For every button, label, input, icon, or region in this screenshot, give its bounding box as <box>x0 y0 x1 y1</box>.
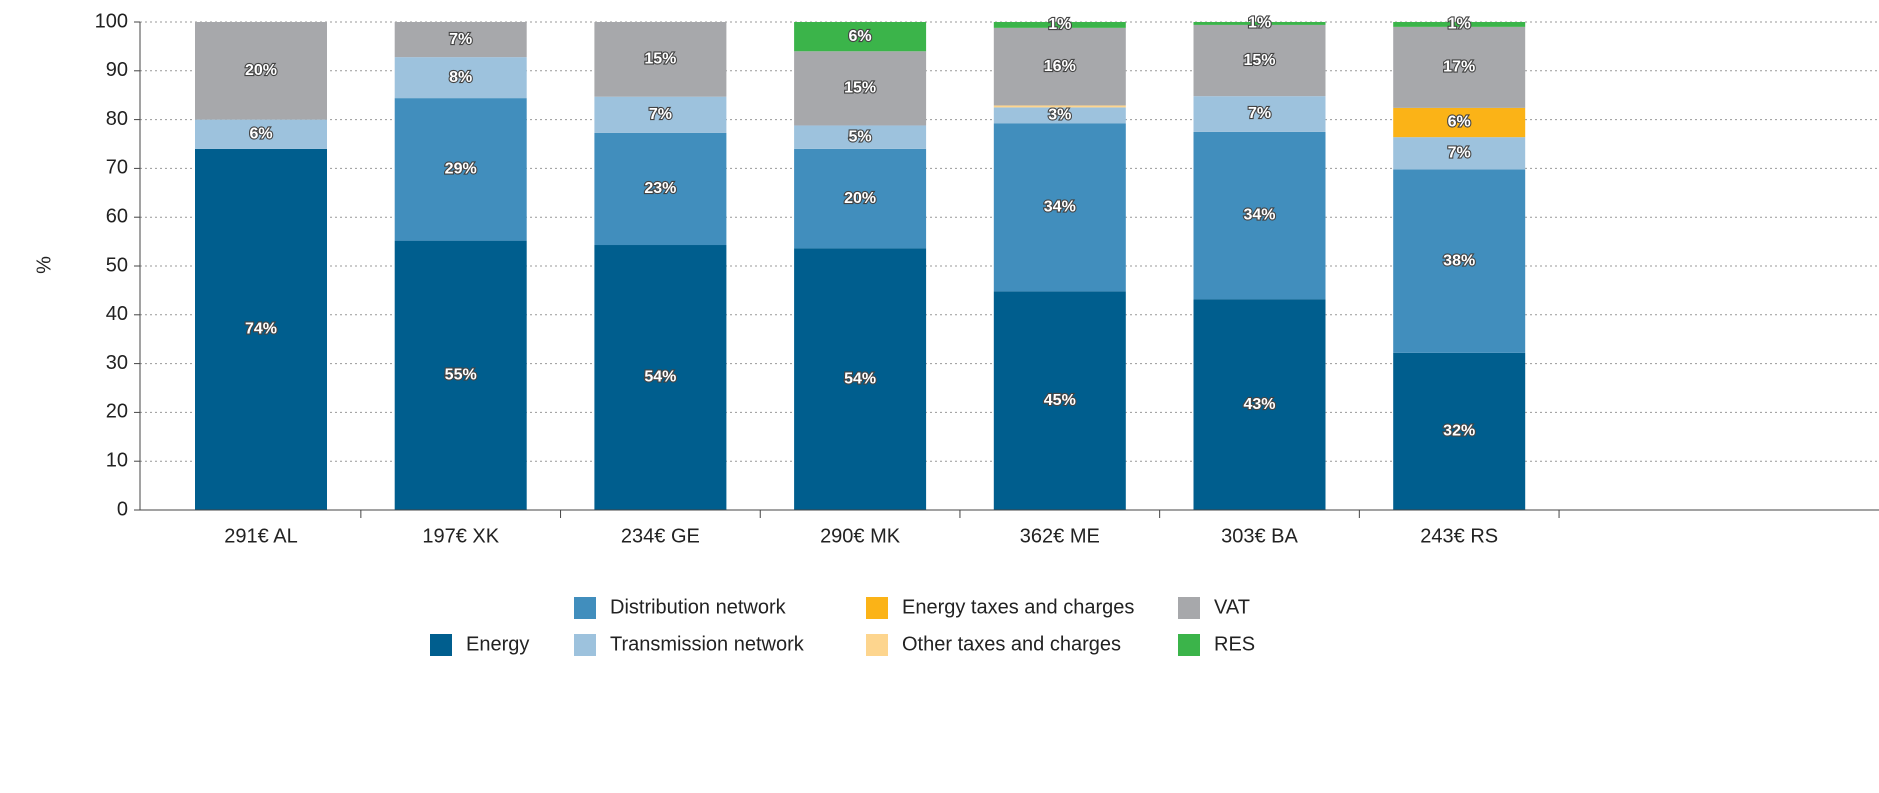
data-label: 43% <box>1243 396 1275 413</box>
bar-segment <box>394 240 527 510</box>
x-tick-label: 290€ MK <box>820 525 901 547</box>
legend-swatch <box>866 597 888 619</box>
bar-segment <box>1393 26 1526 108</box>
legend-swatch <box>430 634 452 656</box>
x-tick-label: 243€ RS <box>1420 525 1498 547</box>
bar-segment <box>1393 169 1526 353</box>
bar-segment <box>794 51 927 126</box>
legend-label: VAT <box>1214 596 1250 618</box>
bar-segment <box>195 148 327 510</box>
bar-segment <box>594 96 727 133</box>
data-label: 34% <box>1044 199 1076 216</box>
y-tick-label: 10 <box>106 449 128 471</box>
bar-segment <box>993 22 1126 28</box>
legend-swatch <box>1178 634 1200 656</box>
legend-swatch <box>1178 597 1200 619</box>
bar-segment <box>394 98 527 241</box>
bar-segment <box>1193 131 1326 300</box>
legend-swatch <box>574 597 596 619</box>
data-label: 7% <box>649 106 672 123</box>
data-label: 7% <box>449 31 472 48</box>
data-label: 23% <box>644 180 676 197</box>
data-label: 8% <box>449 69 472 86</box>
legend-label: Energy taxes and charges <box>902 596 1134 618</box>
bar-segment <box>1193 299 1326 510</box>
legend-label: Other taxes and charges <box>902 633 1121 655</box>
bar-segment <box>993 123 1126 292</box>
y-tick-label: 50 <box>106 254 128 276</box>
data-label: 7% <box>1448 144 1471 161</box>
bar-segment <box>195 119 327 149</box>
data-label: 34% <box>1243 207 1275 224</box>
data-label: 38% <box>1443 252 1475 269</box>
bar-segment <box>794 22 927 52</box>
data-label: 16% <box>1044 58 1076 75</box>
bar-segment <box>993 27 1126 106</box>
data-label: 15% <box>1243 52 1275 69</box>
bar-segment <box>594 132 727 246</box>
data-label: 54% <box>644 369 676 386</box>
x-tick-label: 234€ GE <box>621 525 700 547</box>
bar-segment <box>594 245 727 511</box>
bar-segment <box>794 148 927 249</box>
bar-segment <box>1393 352 1526 510</box>
y-tick-label: 70 <box>106 157 128 179</box>
data-label: 20% <box>245 62 277 79</box>
data-label: 17% <box>1443 59 1475 76</box>
x-tick-label: 197€ XK <box>422 525 499 547</box>
bar-segment <box>1193 96 1326 132</box>
bar-segment <box>394 22 527 58</box>
data-label: 74% <box>245 321 277 338</box>
x-tick-label: 291€ AL <box>224 525 297 547</box>
bar-segment <box>1393 107 1526 138</box>
legend-label: Distribution network <box>610 596 787 618</box>
bar-segment <box>794 248 927 510</box>
legend-label: RES <box>1214 633 1255 655</box>
y-tick-label: 0 <box>117 498 128 520</box>
bar-segment <box>394 57 527 99</box>
x-tick-label: 303€ BA <box>1221 525 1298 547</box>
bar-segment <box>993 105 1126 108</box>
data-label: 45% <box>1044 392 1076 409</box>
data-label: 32% <box>1443 423 1475 440</box>
y-tick-label: 30 <box>106 352 128 374</box>
data-label: 5% <box>849 128 872 145</box>
y-tick-label: 100 <box>95 10 128 32</box>
bar-segment <box>794 125 927 149</box>
y-tick-label: 40 <box>106 303 128 325</box>
data-label: 1% <box>1048 16 1071 33</box>
data-label: 6% <box>1448 114 1471 131</box>
data-label: 6% <box>849 28 872 45</box>
legend-swatch <box>866 634 888 656</box>
y-tick-label: 20 <box>106 401 128 423</box>
data-label: 29% <box>445 161 477 178</box>
y-tick-label: 90 <box>106 59 128 81</box>
data-label: 7% <box>1248 105 1271 122</box>
data-label: 1% <box>1248 15 1271 32</box>
data-label: 15% <box>644 51 676 68</box>
data-label: 54% <box>844 370 876 387</box>
x-tick-label: 362€ ME <box>1020 525 1100 547</box>
bar-segment <box>993 291 1126 510</box>
y-tick-label: 60 <box>106 205 128 227</box>
data-label: 15% <box>844 80 876 97</box>
bar-segment <box>993 107 1126 124</box>
bar-segment <box>1193 22 1326 25</box>
data-label: 20% <box>844 190 876 207</box>
data-label: 55% <box>445 367 477 384</box>
bar-segment <box>594 22 727 97</box>
y-axis-label: % <box>33 256 55 274</box>
bar-segment <box>1393 137 1526 170</box>
data-label: 3% <box>1048 107 1071 124</box>
bar-segment <box>195 22 327 120</box>
legend-swatch <box>574 634 596 656</box>
y-tick-label: 80 <box>106 108 128 130</box>
legend-label: Energy <box>466 633 529 655</box>
bar-segment <box>1393 22 1526 27</box>
legend-label: Transmission network <box>610 633 805 655</box>
data-label: 1% <box>1448 16 1471 33</box>
data-label: 6% <box>249 125 272 142</box>
bar-segment <box>1193 24 1326 97</box>
